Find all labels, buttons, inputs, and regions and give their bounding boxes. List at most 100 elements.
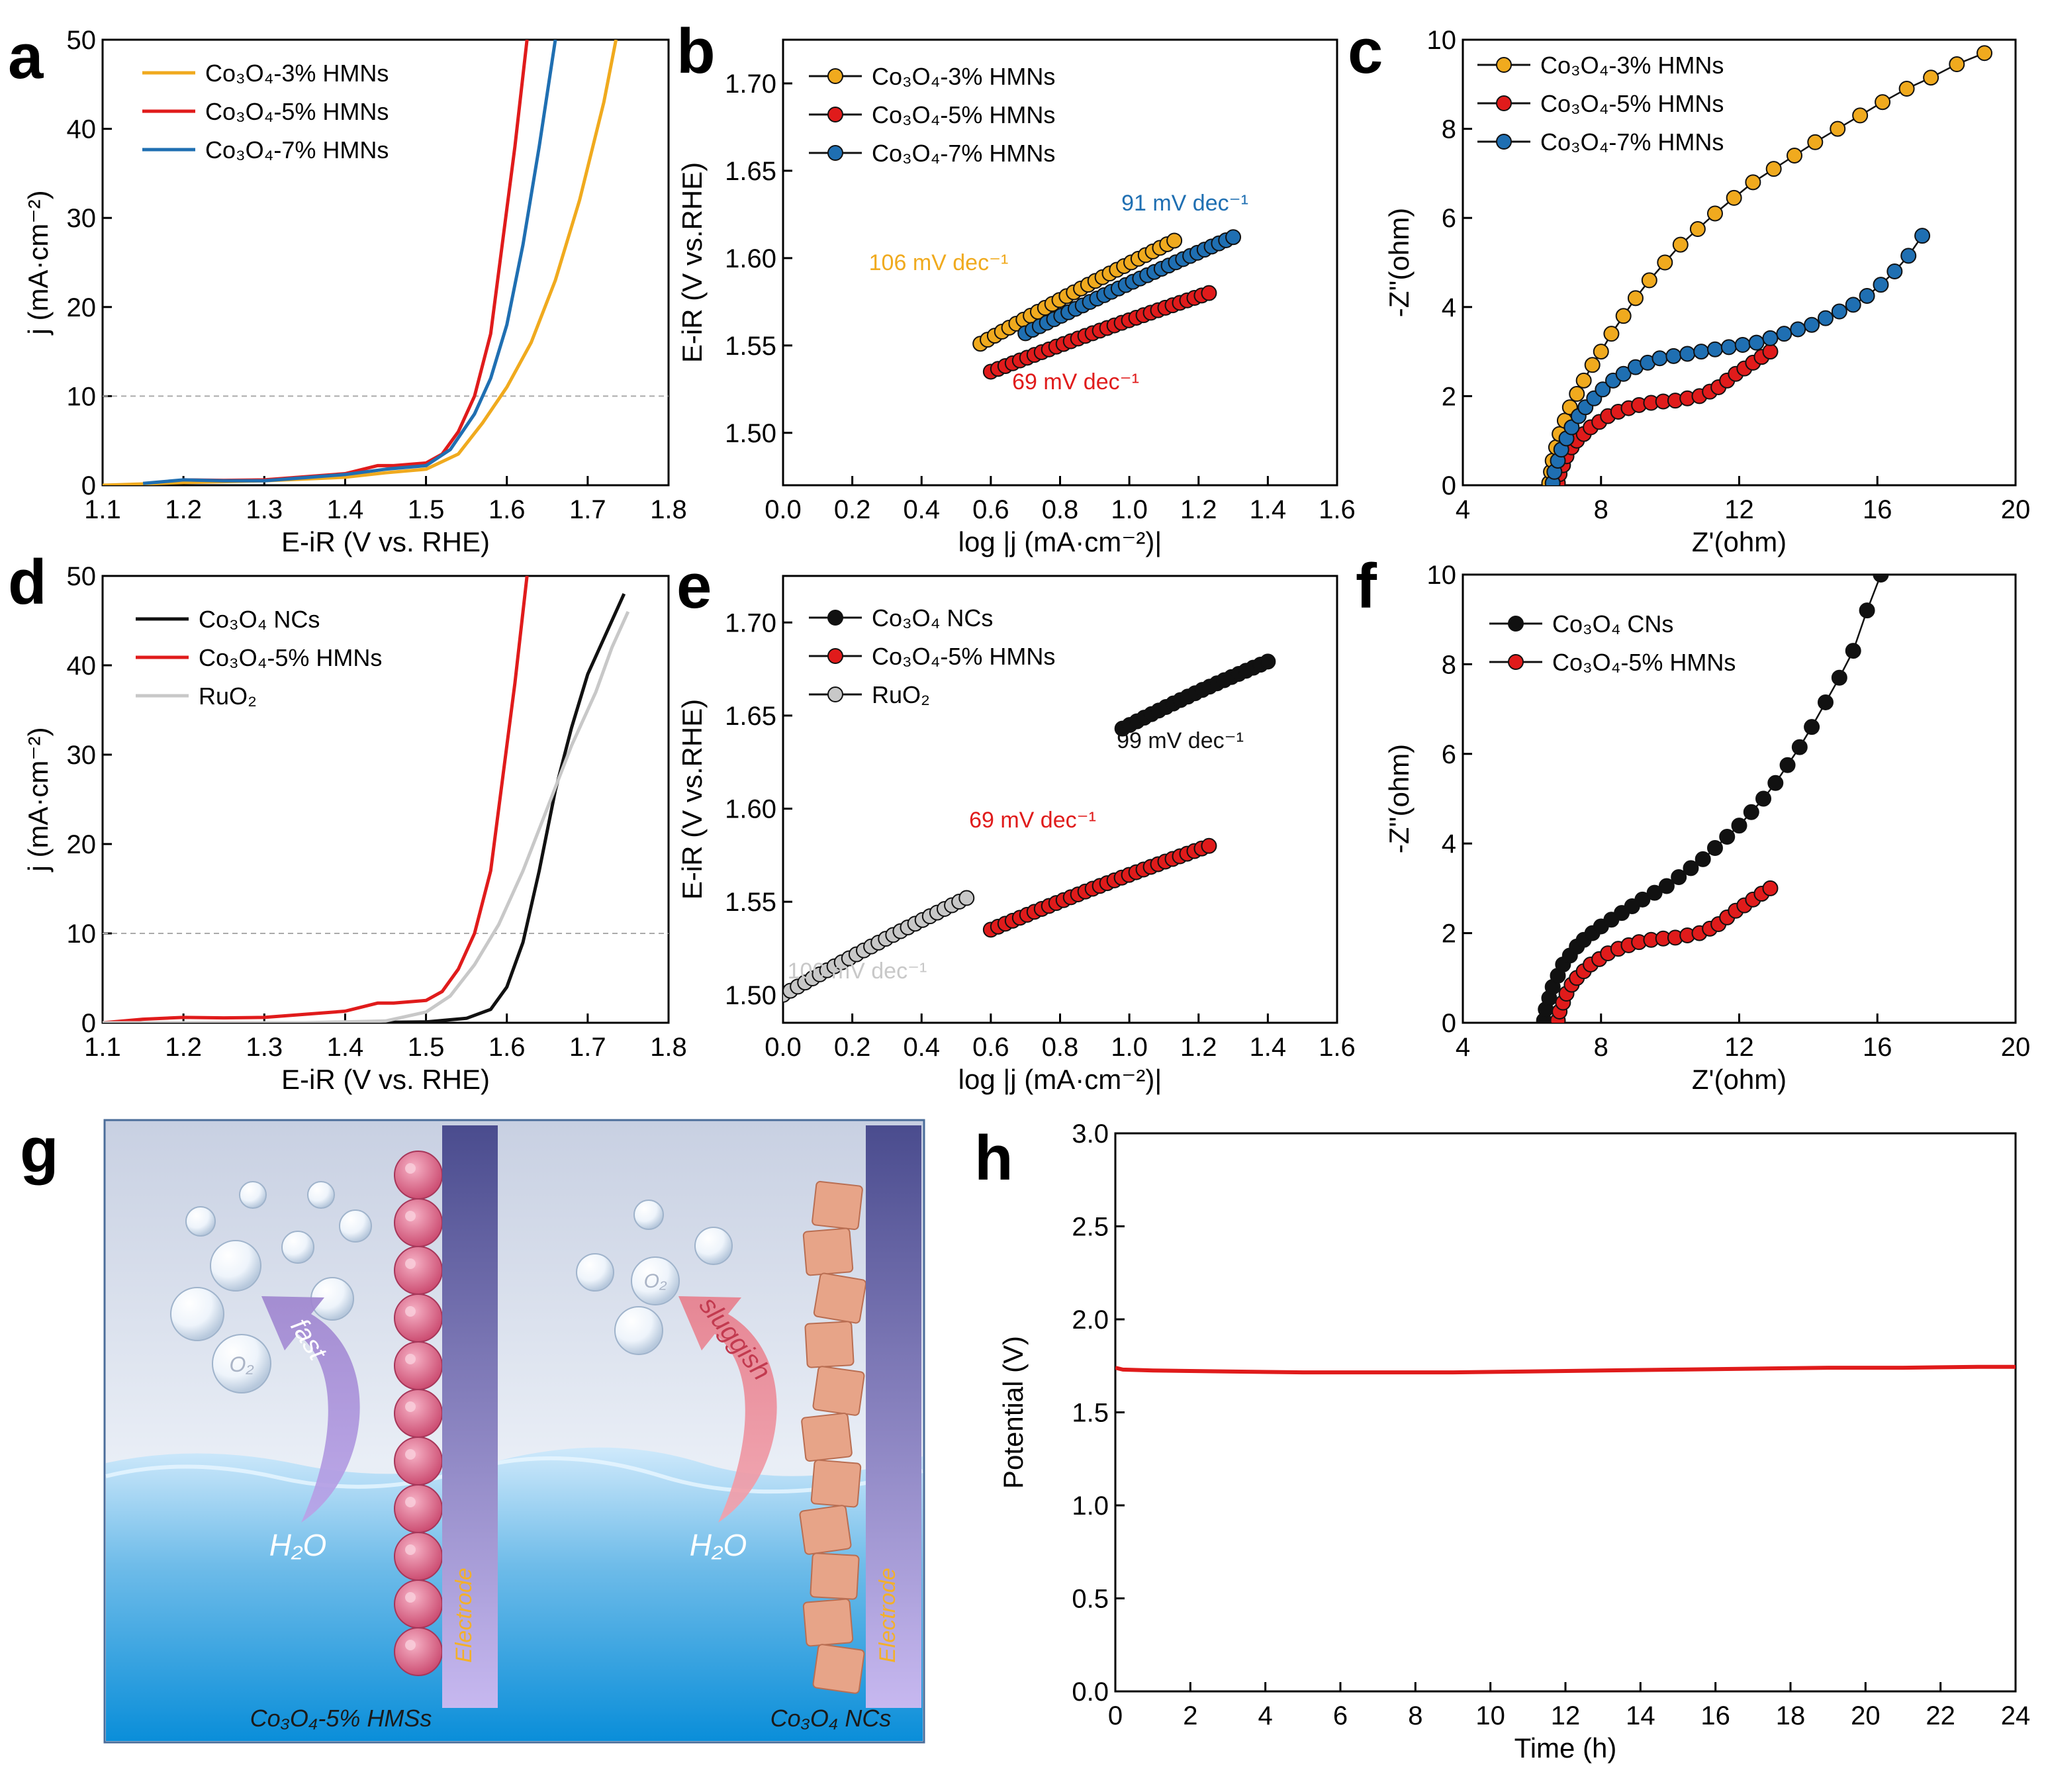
y-tick-label-h: 2.0 [1072, 1305, 1109, 1335]
legend-label-b: Co₃O₄-3% HMNs [872, 63, 1055, 90]
nanocube [804, 1321, 855, 1368]
y-tick-label-c: 6 [1442, 204, 1456, 233]
data-point-c-2 [1845, 297, 1861, 313]
microsphere-highlight [405, 1354, 416, 1364]
data-point-f-0 [1671, 869, 1687, 885]
x-tick-label-a: 1.7 [569, 495, 606, 524]
y-tick-label-h: 0.0 [1072, 1677, 1109, 1707]
data-point-c-2 [1900, 248, 1917, 264]
x-tick-label-b: 0.0 [765, 495, 802, 524]
data-point-c-2 [1804, 316, 1820, 333]
data-point-f-0 [1743, 804, 1759, 820]
microsphere [394, 1341, 443, 1390]
nanocube [813, 1272, 867, 1324]
data-point-f-0 [1706, 839, 1723, 856]
chart-a-lsv: 1.1 1.2 1.3 1.4 1.5 1.6 1.7 1.8 0 10 20 30 40 50 E-iR … [23, 26, 687, 557]
chart-b-tafel: 0.0 0.2 0.4 0.6 0.8 1.0 1.2 1.4 1.6 1.50 1.55 1.60 1… [676, 38, 1356, 557]
data-point-c-0 [1689, 221, 1706, 238]
slope-annotation-e: 100 mV dec⁻¹ [788, 959, 927, 984]
data-point-f-0 [1719, 829, 1736, 845]
o2-label-left: O₂ [229, 1352, 254, 1376]
legend-marker-f [1508, 616, 1524, 632]
y-axis-title-e: E-iR (V vs.RHE) [676, 699, 708, 900]
legend-marker-b [827, 68, 843, 84]
series-line-c-2 [1552, 235, 1924, 483]
legend-label-e: RuO₂ [872, 681, 930, 708]
microsphere-highlight [405, 1258, 416, 1269]
y-tick-label-f: 6 [1442, 740, 1456, 769]
x-tick-label-e: 1.6 [1319, 1033, 1356, 1062]
data-point-c-0 [1745, 174, 1761, 191]
y-axis-title-a: j (mA·cm⁻²) [23, 190, 54, 336]
data-point-c-0 [1787, 147, 1802, 164]
y-tick-label-b: 1.65 [725, 157, 776, 186]
x-tick-label-a: 1.6 [488, 495, 526, 524]
y-tick-label-f: 0 [1442, 1009, 1456, 1038]
data-point-c-2 [1762, 330, 1779, 346]
y-tick-label-c: 0 [1442, 471, 1456, 500]
data-point-b-0 [1166, 232, 1183, 249]
data-point-c-2 [1886, 263, 1903, 279]
x-tick-label-a: 1.4 [327, 495, 364, 524]
h2o-label-right: H₂O [690, 1528, 747, 1562]
x-axis-title-e: log |j (mA·cm⁻²)| [958, 1064, 1162, 1095]
y-tick-label-b: 1.50 [725, 419, 776, 448]
series-line-d-1 [103, 576, 529, 1023]
legend-label-d: RuO₂ [199, 683, 257, 710]
panel-letter-f: f [1356, 551, 1377, 622]
y-tick-label-h: 0.5 [1072, 1585, 1109, 1614]
data-point-c-2 [1615, 365, 1632, 382]
fast-arrow [261, 1296, 360, 1523]
chart-f-nyquist: 4 8 12 16 20 0 2 4 6 8 10 Z'(ohm) -Z''(ohm) Co₃O₄ CNs… [1383, 561, 2030, 1095]
slope-annotation-e: 69 mV dec⁻¹ [969, 808, 1096, 833]
y-tick-label-d: 40 [67, 651, 97, 681]
data-point-c-2 [1817, 310, 1834, 326]
microsphere [394, 1389, 443, 1438]
microsphere-highlight [405, 1592, 416, 1603]
legend-label-a: Co₃O₄-7% HMNs [205, 136, 389, 164]
x-tick-label-b: 0.2 [834, 495, 871, 524]
data-point-b-1 [1201, 285, 1217, 301]
legend-label-f: Co₃O₄-5% HMNs [1552, 649, 1736, 676]
y-tick-label-h: 3.0 [1072, 1119, 1109, 1149]
water-body [106, 1447, 923, 1741]
x-tick-label-e: 0.8 [1042, 1033, 1079, 1062]
legend-label-e: Co₃O₄-5% HMNs [872, 643, 1055, 670]
microsphere-highlight [405, 1640, 416, 1650]
x-axis-title-h: Time (h) [1514, 1732, 1617, 1764]
y-tick-label-e: 1.55 [725, 888, 776, 917]
x-tick-label-c: 4 [1456, 495, 1470, 524]
y-tick-label-f: 8 [1442, 650, 1456, 679]
data-point-c-0 [1657, 254, 1673, 271]
x-tick-label-f: 16 [1863, 1033, 1892, 1062]
data-point-f-0 [1731, 818, 1747, 834]
y-tick-label-b: 1.55 [725, 332, 776, 361]
data-point-c-0 [1672, 236, 1689, 253]
legend-label-b: Co₃O₄-7% HMNs [872, 140, 1055, 167]
data-point-f-0 [1755, 790, 1772, 807]
chart-d-lsv: 1.1 1.2 1.3 1.4 1.5 1.6 1.7 1.8 0 10 20 30 40 50 E-iR … [23, 562, 687, 1095]
x-tick-label-d: 1.2 [165, 1033, 202, 1062]
nanocube [810, 1459, 862, 1508]
y-axis-title-d: j (mA·cm⁻²) [23, 727, 54, 872]
x-axis-title-b: log |j (mA·cm⁻²)| [958, 526, 1162, 557]
caption-right: Co₃O₄ NCs [770, 1705, 892, 1732]
microsphere [394, 1246, 443, 1295]
x-tick-label-h: 16 [1700, 1701, 1730, 1730]
x-tick-label-b: 1.6 [1319, 495, 1356, 524]
data-point-f-0 [1873, 575, 1889, 583]
x-tick-label-a: 1.1 [84, 495, 121, 524]
y-axis-title-c: -Z''(ohm) [1383, 208, 1415, 317]
data-point-f-0 [1779, 757, 1796, 773]
x-tick-label-b: 0.6 [972, 495, 1009, 524]
x-axis-title-d: E-iR (V vs. RHE) [281, 1064, 490, 1095]
data-point-f-0 [1767, 775, 1784, 791]
data-layer-c [1541, 45, 1993, 485]
data-point-c-0 [1807, 134, 1824, 150]
x-tick-label-f: 8 [1594, 1033, 1608, 1062]
data-layer-a [103, 40, 618, 485]
data-point-b-2 [1225, 229, 1242, 246]
plot-frame-f [1462, 573, 2017, 1024]
y-tick-label-a: 50 [67, 26, 97, 55]
y-tick-label-h: 1.0 [1072, 1491, 1109, 1521]
